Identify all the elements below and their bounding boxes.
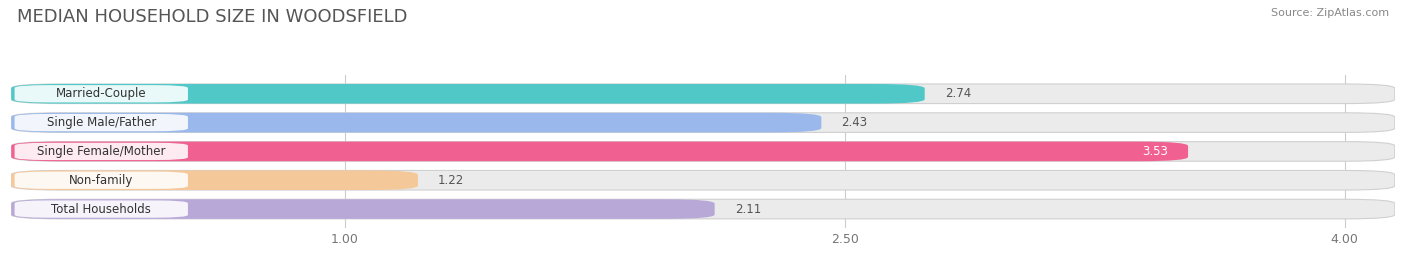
FancyBboxPatch shape <box>11 142 1395 161</box>
Text: 3.53: 3.53 <box>1142 145 1168 158</box>
FancyBboxPatch shape <box>11 142 1188 161</box>
FancyBboxPatch shape <box>14 172 188 189</box>
FancyBboxPatch shape <box>11 199 714 219</box>
Text: Source: ZipAtlas.com: Source: ZipAtlas.com <box>1271 8 1389 18</box>
Text: Single Male/Father: Single Male/Father <box>46 116 156 129</box>
FancyBboxPatch shape <box>14 85 188 102</box>
FancyBboxPatch shape <box>11 84 925 103</box>
Text: 2.74: 2.74 <box>945 87 972 100</box>
FancyBboxPatch shape <box>11 113 821 132</box>
Text: Married-Couple: Married-Couple <box>56 87 146 100</box>
FancyBboxPatch shape <box>14 114 188 131</box>
FancyBboxPatch shape <box>14 143 188 160</box>
FancyBboxPatch shape <box>11 113 1395 132</box>
Text: 2.43: 2.43 <box>841 116 868 129</box>
FancyBboxPatch shape <box>11 170 418 190</box>
FancyBboxPatch shape <box>14 200 188 218</box>
Text: 2.11: 2.11 <box>735 203 761 215</box>
Text: Total Households: Total Households <box>52 203 152 215</box>
Text: 1.22: 1.22 <box>437 174 464 187</box>
FancyBboxPatch shape <box>11 170 1395 190</box>
Text: Single Female/Mother: Single Female/Mother <box>37 145 166 158</box>
FancyBboxPatch shape <box>11 199 1395 219</box>
FancyBboxPatch shape <box>11 84 1395 103</box>
Text: MEDIAN HOUSEHOLD SIZE IN WOODSFIELD: MEDIAN HOUSEHOLD SIZE IN WOODSFIELD <box>17 8 408 26</box>
Text: Non-family: Non-family <box>69 174 134 187</box>
